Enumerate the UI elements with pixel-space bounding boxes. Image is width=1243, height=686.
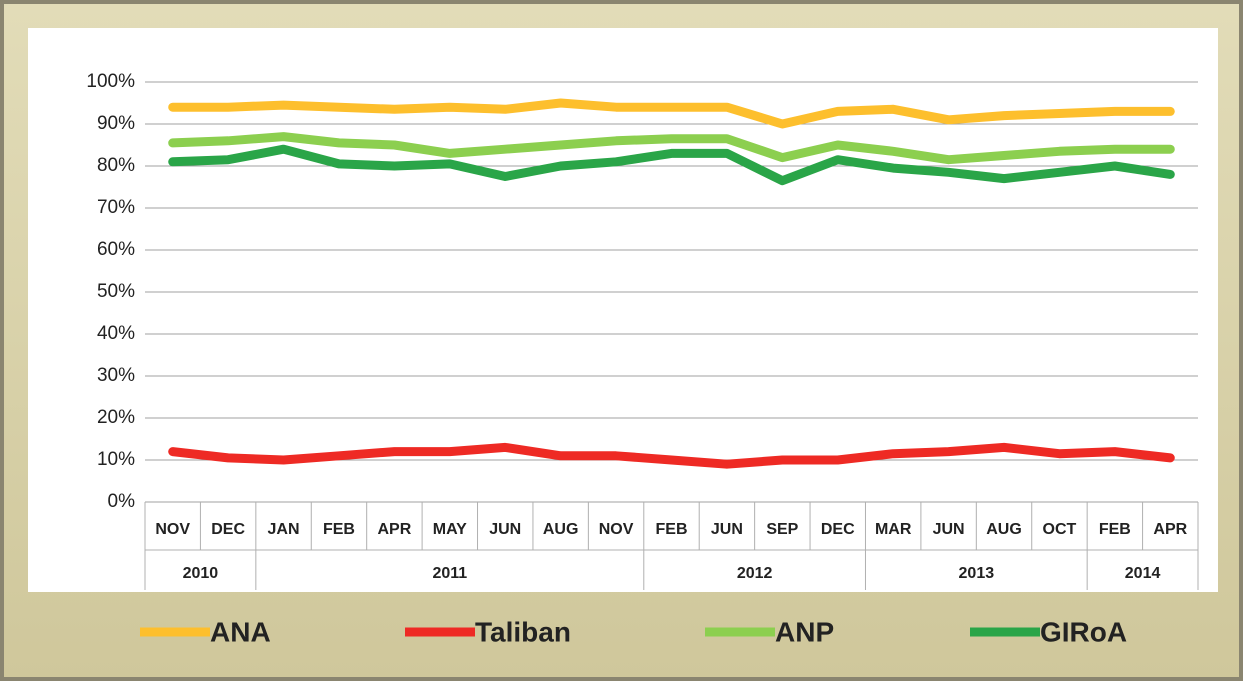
x-tick-label: JUN xyxy=(489,521,521,538)
x-tick-label: JAN xyxy=(268,521,300,538)
x-tick-label: JUN xyxy=(711,521,743,538)
x-group-label: 2012 xyxy=(737,565,773,582)
legend-label: ANA xyxy=(210,616,271,647)
y-tick-label: 80% xyxy=(97,155,135,176)
x-tick-label: JUN xyxy=(933,521,965,538)
y-tick-label: 70% xyxy=(97,197,135,218)
x-tick-label: APR xyxy=(1153,521,1187,538)
x-tick-label: AUG xyxy=(986,521,1022,538)
y-tick-label: 30% xyxy=(97,365,135,386)
legend-label: Taliban xyxy=(475,616,571,647)
x-tick-label: OCT xyxy=(1043,521,1077,538)
x-tick-label: NOV xyxy=(599,521,634,538)
x-tick-label: AUG xyxy=(543,521,579,538)
x-tick-label: MAR xyxy=(875,521,912,538)
legend-label: ANP xyxy=(775,616,834,647)
y-tick-label: 100% xyxy=(86,71,135,92)
line xyxy=(168,132,1175,165)
line xyxy=(168,98,1175,129)
x-group-label: 2011 xyxy=(432,565,467,582)
y-tick-label: 60% xyxy=(97,239,135,260)
x-tick-label: DEC xyxy=(821,521,855,538)
y-tick-label: 40% xyxy=(97,323,135,344)
x-tick-label: MAY xyxy=(433,521,467,538)
x-group-label: 2013 xyxy=(959,565,995,582)
line xyxy=(168,442,1175,469)
x-tick-label: FEB xyxy=(1099,521,1131,538)
y-tick-label: 50% xyxy=(97,281,135,302)
x-tick-label: FEB xyxy=(323,521,355,538)
x-group-label: 2014 xyxy=(1125,565,1161,582)
x-tick-label: APR xyxy=(378,521,412,538)
x-group-label: 2010 xyxy=(183,565,219,582)
x-tick-label: DEC xyxy=(211,521,245,538)
plot-background xyxy=(28,28,1218,592)
y-tick-label: 20% xyxy=(97,407,135,428)
y-tick-label: 0% xyxy=(108,491,136,512)
y-tick-label: 10% xyxy=(97,449,135,470)
line xyxy=(168,144,1175,186)
y-tick-label: 90% xyxy=(97,113,135,134)
x-tick-label: FEB xyxy=(656,521,688,538)
x-tick-label: NOV xyxy=(155,521,190,538)
x-tick-label: SEP xyxy=(766,521,798,538)
legend-label: GIRoA xyxy=(1040,616,1127,647)
